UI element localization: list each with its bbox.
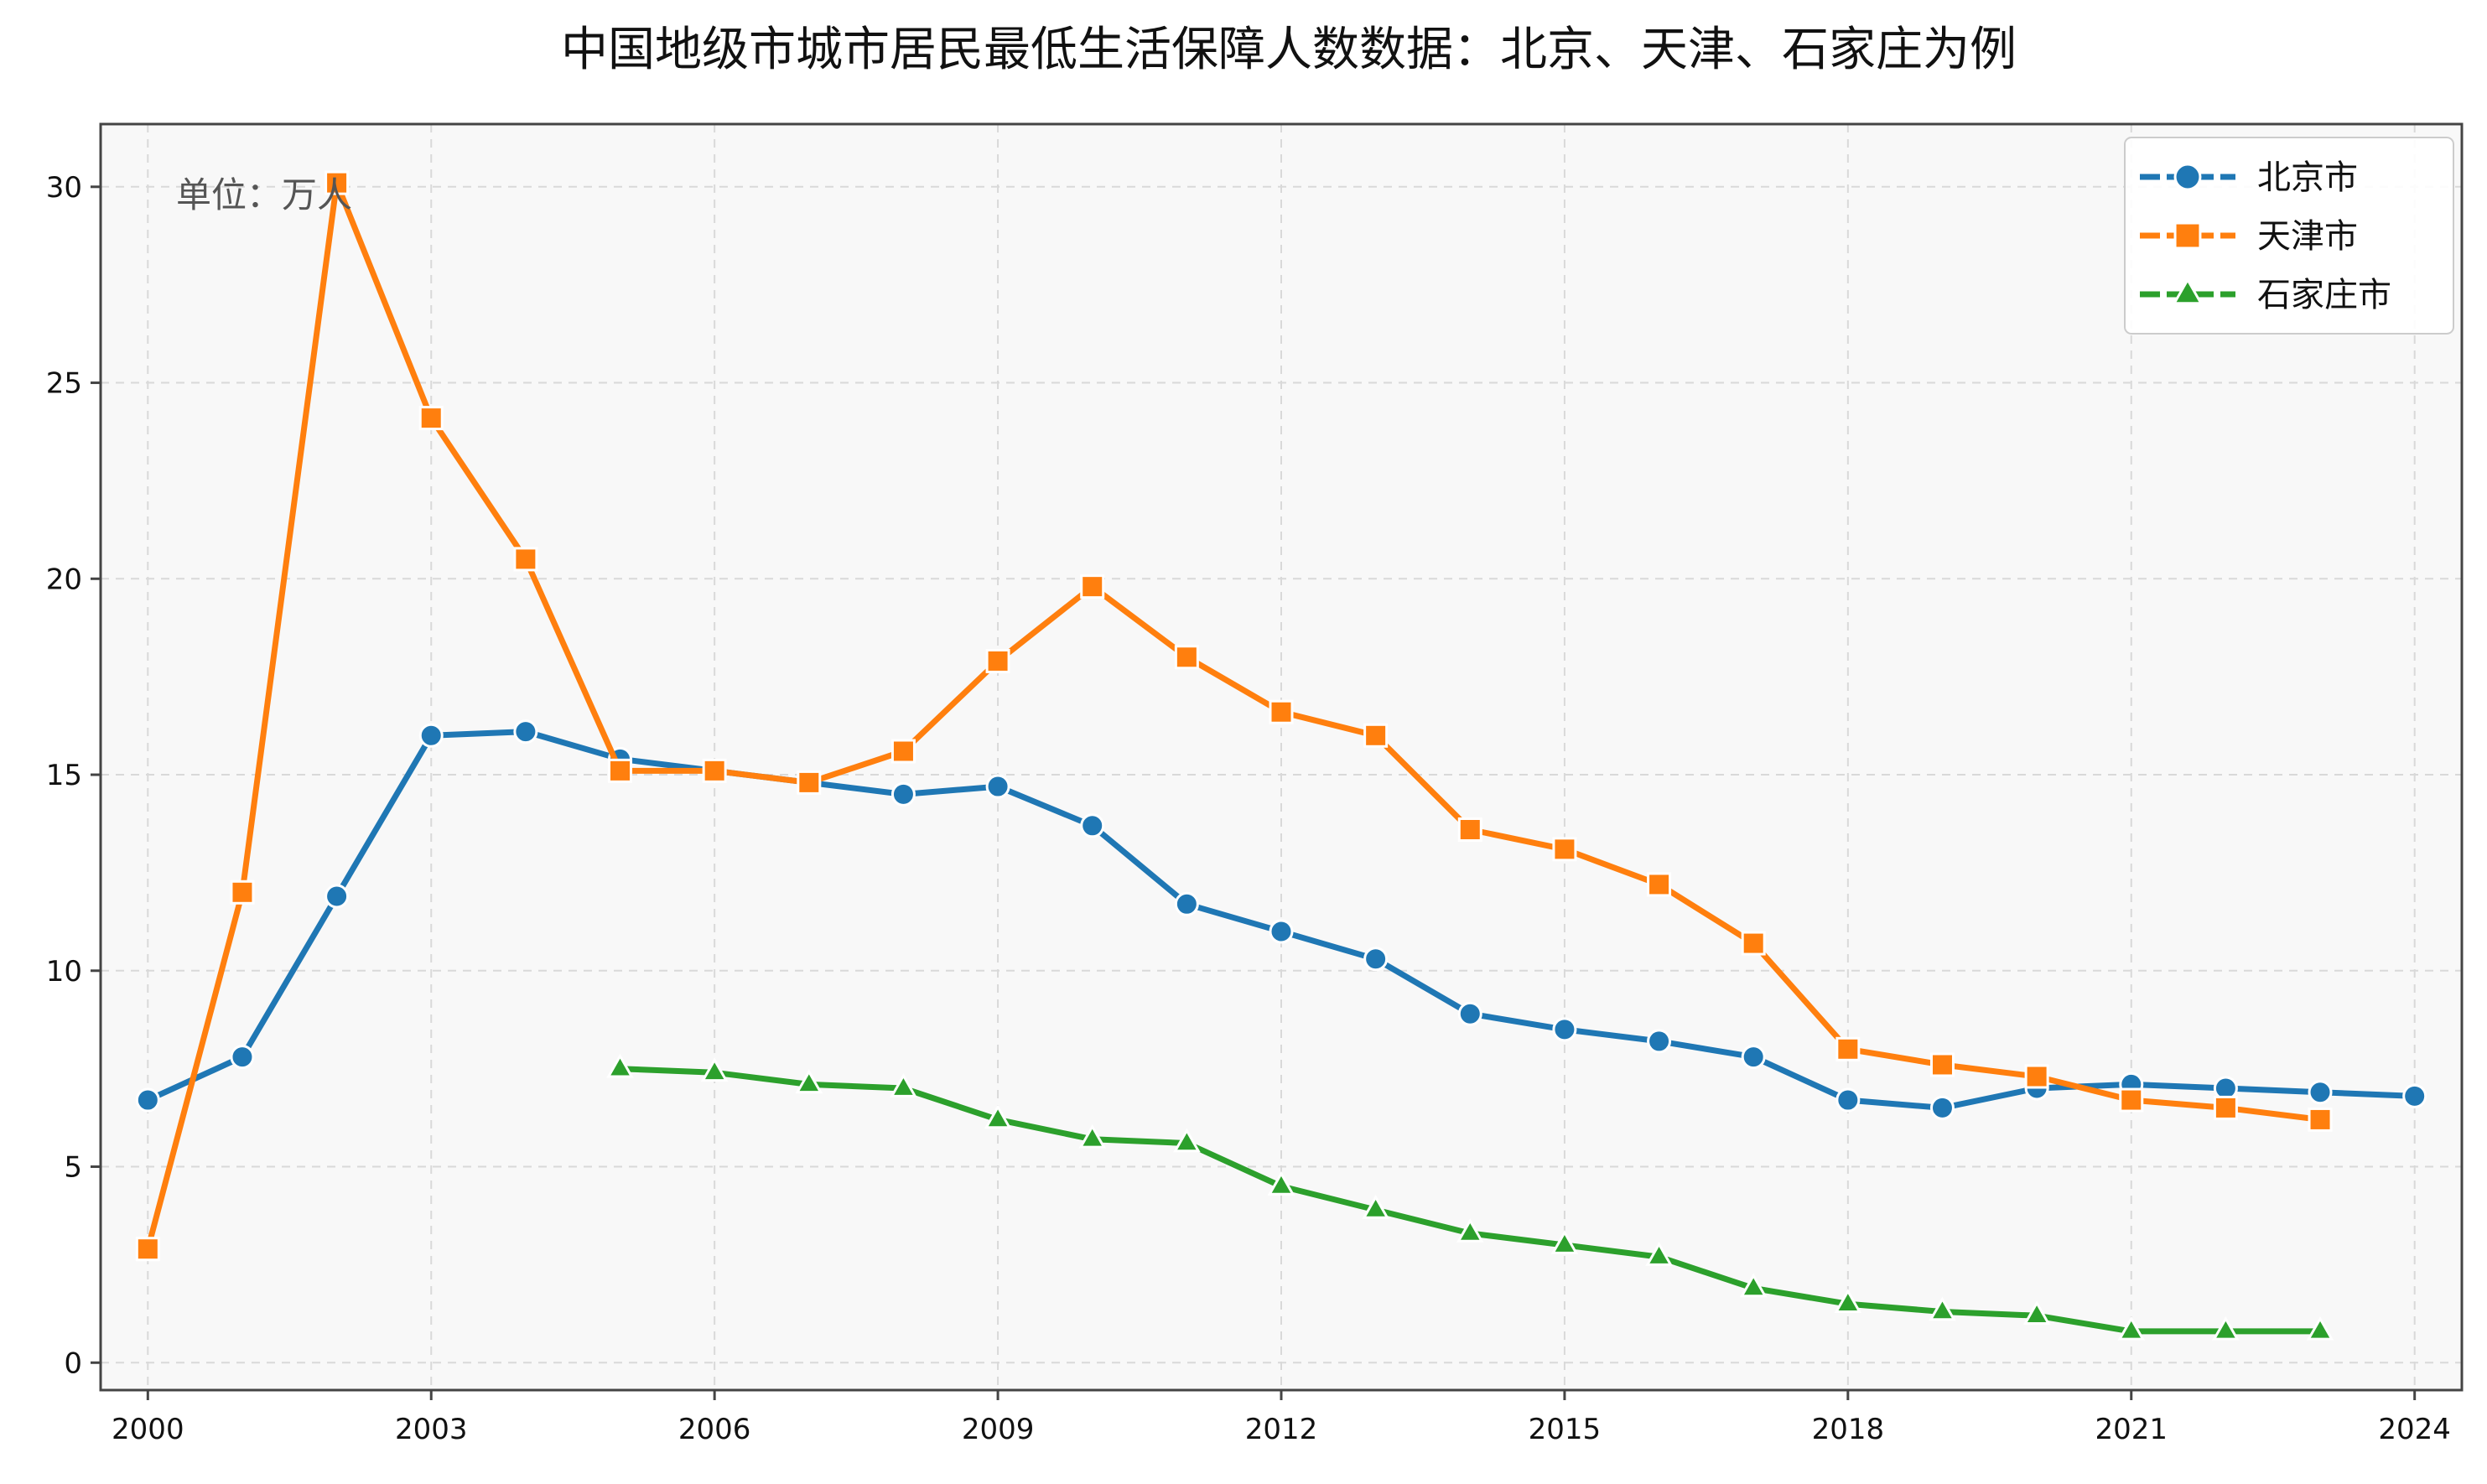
data-point bbox=[1456, 1217, 1484, 1243]
legend-swatch-marker bbox=[2173, 163, 2202, 191]
data-point bbox=[985, 648, 1010, 673]
series-line bbox=[144, 179, 2323, 1253]
data-point bbox=[1929, 1296, 1956, 1321]
data-point bbox=[1739, 1273, 1768, 1298]
data-point bbox=[1174, 645, 1199, 670]
data-point bbox=[1080, 813, 1105, 838]
data-point bbox=[1267, 1170, 1295, 1196]
data-point bbox=[1552, 1017, 1577, 1042]
data-point bbox=[1835, 1087, 1861, 1113]
data-point bbox=[1078, 1123, 1107, 1149]
y-tick-label: 25 bbox=[46, 367, 82, 401]
data-point bbox=[2402, 1083, 2427, 1108]
x-tick-label: 2009 bbox=[962, 1413, 1035, 1446]
legend-label: 天津市 bbox=[2257, 217, 2358, 256]
x-tick-label: 2021 bbox=[2095, 1413, 2168, 1446]
data-point bbox=[1363, 723, 1389, 748]
data-point bbox=[135, 1237, 160, 1262]
y-tick-label: 5 bbox=[64, 1151, 82, 1185]
data-point bbox=[1172, 1128, 1201, 1153]
data-point bbox=[1552, 837, 1577, 862]
data-point bbox=[1457, 1001, 1482, 1026]
legend-label: 北京市 bbox=[2257, 158, 2358, 197]
data-point bbox=[2022, 1300, 2051, 1325]
data-point bbox=[2308, 1107, 2333, 1132]
series-layer bbox=[135, 170, 2427, 1341]
x-tick-label: 2012 bbox=[1245, 1413, 1318, 1446]
data-point bbox=[2212, 1315, 2240, 1341]
data-point bbox=[890, 1072, 917, 1097]
data-point bbox=[325, 170, 350, 195]
x-tick-label: 2000 bbox=[112, 1413, 184, 1446]
axes: 2000 2003 2006 2009 2012 2015 2018 2021 20240510… bbox=[46, 171, 2451, 1446]
data-point bbox=[608, 758, 633, 783]
y-tick-label: 0 bbox=[64, 1346, 82, 1380]
data-point bbox=[325, 884, 350, 909]
data-point bbox=[1080, 574, 1105, 599]
data-point bbox=[890, 781, 916, 807]
chart-title: 中国地级市城市居民最低生活保障人数数据：北京、天津、石家庄为例 bbox=[561, 23, 2017, 77]
legend-box bbox=[2124, 137, 2454, 335]
legend-label: 石家庄市 bbox=[2257, 276, 2391, 314]
data-point bbox=[797, 770, 822, 795]
data-point bbox=[230, 880, 255, 905]
x-tick-label: 2006 bbox=[678, 1413, 751, 1446]
series-3 bbox=[606, 1053, 2334, 1341]
data-point bbox=[1835, 1036, 1861, 1061]
data-point bbox=[418, 723, 444, 748]
data-point bbox=[700, 1057, 729, 1082]
y-tick-label: 20 bbox=[46, 563, 82, 596]
legend-swatch-marker bbox=[2173, 221, 2202, 250]
data-point bbox=[418, 406, 444, 431]
data-point bbox=[1929, 1052, 1955, 1077]
data-point bbox=[1645, 1242, 1673, 1266]
data-point bbox=[795, 1069, 823, 1094]
data-point bbox=[513, 719, 538, 745]
grid bbox=[101, 124, 2462, 1390]
data-point bbox=[1741, 931, 1766, 956]
data-point bbox=[2117, 1315, 2146, 1341]
data-point bbox=[513, 547, 538, 572]
data-point bbox=[1269, 919, 1294, 944]
legend-swatch-marker bbox=[2172, 277, 2204, 305]
data-point bbox=[1269, 699, 1294, 724]
data-point bbox=[1174, 891, 1199, 916]
data-point bbox=[1647, 872, 1672, 897]
data-point bbox=[890, 739, 916, 764]
data-point bbox=[2306, 1315, 2334, 1341]
series-2 bbox=[135, 170, 2333, 1262]
x-tick-label: 2018 bbox=[1812, 1413, 1885, 1446]
y-tick-label: 10 bbox=[46, 955, 82, 988]
data-point bbox=[984, 1104, 1012, 1129]
data-point bbox=[1741, 1045, 1766, 1070]
data-point bbox=[702, 758, 727, 783]
data-point bbox=[606, 1053, 634, 1078]
data-point bbox=[1929, 1095, 1955, 1120]
data-point bbox=[1457, 817, 1482, 842]
data-point bbox=[985, 774, 1010, 799]
x-tick-label: 2015 bbox=[1529, 1413, 1602, 1446]
data-point bbox=[1647, 1029, 1672, 1054]
data-point bbox=[1834, 1289, 1862, 1313]
data-point bbox=[1362, 1194, 1390, 1219]
data-point bbox=[2308, 1080, 2333, 1105]
data-point bbox=[2119, 1087, 2144, 1113]
y-tick-label: 30 bbox=[46, 171, 82, 205]
data-point bbox=[2213, 1095, 2238, 1120]
x-tick-label: 2024 bbox=[2378, 1413, 2451, 1446]
data-point bbox=[2024, 1064, 2049, 1089]
data-point bbox=[1363, 947, 1389, 972]
y-tick-label: 15 bbox=[46, 759, 82, 792]
data-point bbox=[135, 1087, 160, 1113]
data-point bbox=[230, 1045, 255, 1070]
data-point bbox=[1550, 1229, 1579, 1254]
unit-annotation: 单位：万人 bbox=[176, 174, 352, 215]
x-tick-label: 2003 bbox=[395, 1413, 468, 1446]
